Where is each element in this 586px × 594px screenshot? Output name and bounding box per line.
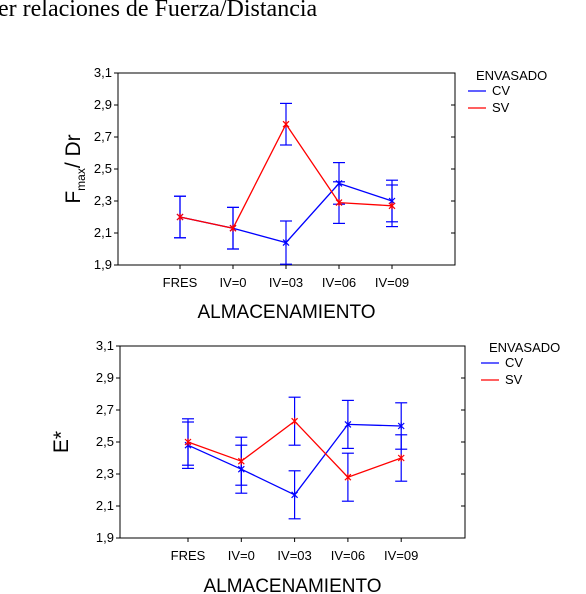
legend-label: SV bbox=[492, 100, 510, 115]
x-tick-label: IV=09 bbox=[375, 275, 409, 290]
marker bbox=[397, 422, 405, 430]
marker bbox=[184, 438, 192, 446]
legend-label: CV bbox=[505, 355, 523, 370]
marker bbox=[388, 202, 396, 210]
marker bbox=[344, 473, 352, 481]
x-tick-label: IV=03 bbox=[269, 275, 303, 290]
y-label-sub: max bbox=[74, 168, 88, 191]
y-axis-label: Fmax/ Dr bbox=[62, 134, 88, 203]
legend-label: SV bbox=[505, 372, 523, 387]
legend-label: CV bbox=[492, 83, 510, 98]
x-axis-label: ALMACENAMIENTO bbox=[203, 576, 381, 594]
legend-title: ENVASADO bbox=[489, 340, 560, 355]
x-tick-label: IV=06 bbox=[331, 548, 365, 563]
y-tick-label: 2,7 bbox=[96, 402, 114, 417]
plot-frame bbox=[119, 345, 466, 539]
marker bbox=[237, 457, 245, 465]
marker bbox=[176, 213, 184, 221]
y-tick-label: 2,5 bbox=[94, 161, 112, 176]
x-tick-label: IV=09 bbox=[384, 548, 418, 563]
y-tick-label: 2,1 bbox=[96, 498, 114, 513]
x-tick-label: FRES bbox=[163, 275, 198, 290]
marker bbox=[282, 120, 290, 128]
y-tick-label: 2,1 bbox=[94, 225, 112, 240]
y-tick-label: 1,9 bbox=[96, 530, 114, 545]
marker bbox=[282, 239, 290, 247]
y-label-main: F bbox=[62, 191, 85, 204]
y-tick-label: 1,9 bbox=[94, 257, 112, 272]
y-tick-label: 2,5 bbox=[96, 434, 114, 449]
marker bbox=[344, 420, 352, 428]
x-tick-label: IV=0 bbox=[219, 275, 246, 290]
x-tick-label: IV=06 bbox=[322, 275, 356, 290]
x-axis-label: ALMACENAMIENTO bbox=[197, 302, 375, 323]
marker bbox=[291, 491, 299, 499]
x-tick-label: FRES bbox=[171, 548, 206, 563]
legend-title: ENVASADO bbox=[476, 68, 547, 83]
marker bbox=[229, 224, 237, 232]
y-tick-label: 2,9 bbox=[96, 370, 114, 385]
marker bbox=[291, 417, 299, 425]
y-tick-label: 2,9 bbox=[94, 97, 112, 112]
y-tick-label: 2,3 bbox=[94, 193, 112, 208]
marker bbox=[397, 454, 405, 462]
y-tick-label: 3,1 bbox=[96, 338, 114, 353]
heading: er relaciones de Fuerza/Distancia bbox=[0, 0, 318, 22]
x-tick-label: IV=0 bbox=[228, 548, 255, 563]
y-tick-label: 3,1 bbox=[94, 65, 112, 80]
y-label-main: E* bbox=[50, 431, 73, 453]
y-tick-label: 2,3 bbox=[96, 466, 114, 481]
marker bbox=[335, 199, 343, 207]
y-label-rest: / Dr bbox=[62, 134, 85, 168]
x-tick-label: IV=03 bbox=[277, 548, 311, 563]
y-axis-label: E* bbox=[50, 431, 73, 453]
y-tick-label: 2,7 bbox=[94, 129, 112, 144]
